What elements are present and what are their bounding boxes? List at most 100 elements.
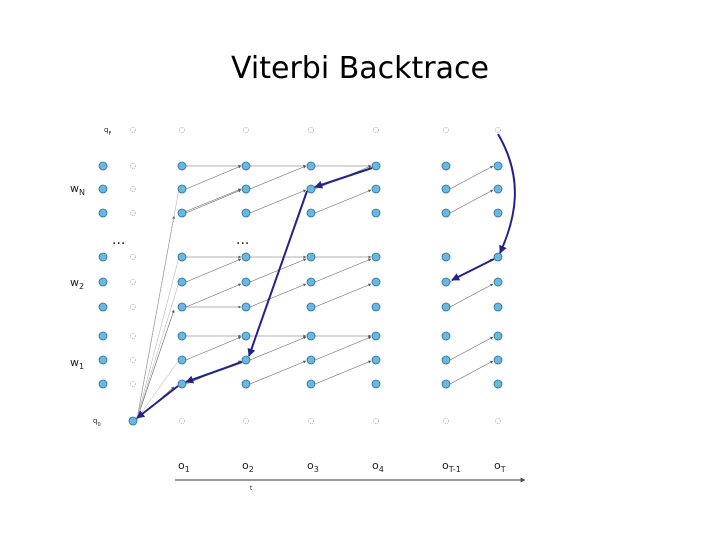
transition xyxy=(185,283,242,308)
label-base: w xyxy=(70,182,79,195)
state-node xyxy=(306,252,316,262)
state-node xyxy=(98,184,108,194)
state-node xyxy=(371,302,381,312)
state-node xyxy=(493,302,503,312)
empty-node xyxy=(243,127,249,133)
state-node xyxy=(306,161,316,171)
transition xyxy=(249,189,307,214)
empty-node xyxy=(130,186,136,192)
state-node xyxy=(306,184,316,194)
transition xyxy=(449,165,494,190)
empty-node xyxy=(130,304,136,310)
label-sub: F xyxy=(108,131,111,137)
state-node xyxy=(493,277,503,287)
state-node xyxy=(177,355,187,365)
observation-label: oT-1 xyxy=(442,459,461,474)
state-node xyxy=(98,161,108,171)
state-node xyxy=(306,331,316,341)
label-sub: T-1 xyxy=(448,465,461,474)
state-node xyxy=(493,208,503,218)
transition xyxy=(136,359,180,420)
state-node xyxy=(241,208,251,218)
state-node xyxy=(177,379,187,389)
state-node xyxy=(241,331,251,341)
empty-node xyxy=(130,333,136,339)
transition xyxy=(449,283,494,308)
title: Viterbi Backtrace xyxy=(231,51,489,86)
backtrace-arrow xyxy=(185,361,243,384)
state-node xyxy=(98,252,108,262)
state-node xyxy=(441,252,451,262)
state-node xyxy=(493,252,503,262)
transition xyxy=(249,283,307,308)
empty-node xyxy=(243,418,249,424)
state-node xyxy=(441,379,451,389)
state-node xyxy=(441,277,451,287)
state-node xyxy=(241,277,251,287)
state-node xyxy=(371,277,381,287)
transition xyxy=(449,336,494,361)
state-node xyxy=(371,355,381,365)
state-label: q0 xyxy=(93,417,101,428)
state-node xyxy=(371,161,381,171)
transition xyxy=(314,360,372,385)
label-base: q xyxy=(93,417,97,425)
label-base: o xyxy=(242,459,249,472)
state-node xyxy=(441,184,451,194)
state-node xyxy=(177,277,187,287)
backtrace-arrow xyxy=(136,385,179,419)
empty-node xyxy=(130,163,136,169)
transition xyxy=(449,360,494,385)
state-node xyxy=(371,252,381,262)
transition xyxy=(185,189,242,214)
transition xyxy=(314,336,372,361)
backtrace-arrow xyxy=(497,133,516,254)
transition xyxy=(249,165,307,190)
state-node xyxy=(306,355,316,365)
state-node xyxy=(98,379,108,389)
backtrace-path xyxy=(136,133,516,419)
transition xyxy=(136,281,180,420)
transition xyxy=(136,309,175,420)
transition xyxy=(185,336,242,361)
empty-node xyxy=(495,127,501,133)
state-node xyxy=(98,302,108,312)
state-node xyxy=(306,302,316,312)
transition xyxy=(185,165,242,190)
label-base: w xyxy=(70,356,79,369)
empty-node xyxy=(308,127,314,133)
empty-node xyxy=(130,381,136,387)
transition xyxy=(185,258,242,283)
transition xyxy=(136,188,180,420)
state-node xyxy=(493,379,503,389)
state-node xyxy=(306,277,316,287)
state-node xyxy=(493,184,503,194)
state-node xyxy=(371,379,381,389)
state-node xyxy=(371,184,381,194)
state-node xyxy=(306,379,316,389)
transition xyxy=(181,188,242,214)
empty-node xyxy=(130,254,136,260)
empty-node xyxy=(130,210,136,216)
label-sub: 2 xyxy=(249,465,254,474)
empty-node xyxy=(179,127,185,133)
ellipsis: ... xyxy=(112,232,125,248)
transition xyxy=(136,256,180,420)
transitions xyxy=(136,164,494,420)
state-node xyxy=(493,161,503,171)
state-node xyxy=(441,208,451,218)
backtrace-arrow xyxy=(314,167,373,189)
label-sub: 1 xyxy=(185,465,190,474)
trellis-nodes xyxy=(98,127,503,426)
state-node xyxy=(98,208,108,218)
state-node xyxy=(98,355,108,365)
state-node xyxy=(241,161,251,171)
label-sub: 2 xyxy=(79,282,84,291)
observation-label: oT xyxy=(494,459,506,474)
backtrace-arrow xyxy=(247,190,308,357)
state-node xyxy=(128,416,138,426)
label-sub: N xyxy=(79,188,85,197)
observation-label: o1 xyxy=(178,459,190,474)
